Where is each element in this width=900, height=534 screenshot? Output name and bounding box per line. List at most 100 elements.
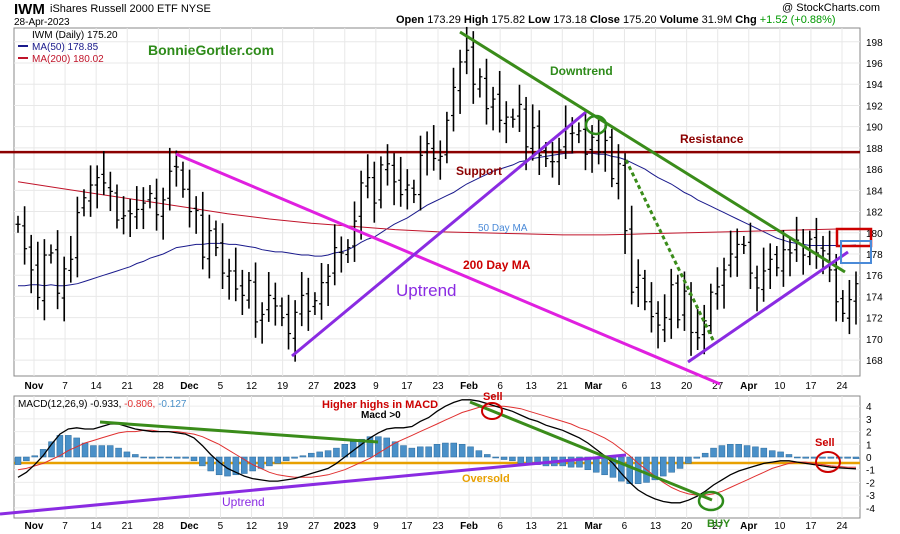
price-x-tick-label: 7 bbox=[62, 381, 68, 392]
macd-x-tick-label: 28 bbox=[153, 521, 165, 532]
uptrend-macd-annotation: Uptrend bbox=[222, 495, 265, 509]
downtrend-annotation: Downtrend bbox=[550, 64, 613, 78]
macd-histogram-bar bbox=[794, 456, 801, 459]
macd-histogram-bar bbox=[660, 456, 667, 477]
buy-annotation: BUY bbox=[707, 518, 731, 530]
price-y-tick-label: 196 bbox=[866, 59, 883, 70]
magenta-downtrend-line bbox=[175, 152, 721, 386]
macd-histogram-bar bbox=[199, 456, 206, 467]
macd-histogram-bar bbox=[768, 450, 776, 458]
macd-y-tick-label: 3 bbox=[866, 415, 872, 426]
macd-histogram-bar bbox=[215, 456, 223, 476]
macd-x-tick-label: Dec bbox=[180, 521, 199, 532]
sell-circle-1 bbox=[481, 402, 503, 420]
macd-y-tick-label: 1 bbox=[866, 440, 872, 451]
macd-histogram-bar bbox=[23, 456, 30, 462]
price-x-tick-label: 6 bbox=[622, 381, 628, 392]
macd-histogram-bar bbox=[743, 445, 751, 458]
macd-x-tick-label: 17 bbox=[401, 521, 413, 532]
price-x-tick-label: 21 bbox=[557, 381, 569, 392]
macd-histogram-bar bbox=[701, 452, 709, 458]
macd-histogram-bar bbox=[257, 456, 265, 469]
price-x-tick-label: 17 bbox=[805, 381, 817, 392]
fund-name: iShares Russell 2000 ETF NYSE bbox=[50, 3, 211, 15]
chart-header: IWM iShares Russell 2000 ETF NYSE 28-Apr… bbox=[0, 0, 900, 28]
macd-green-trendline-1 bbox=[99, 420, 379, 444]
macd-histogram-bar bbox=[601, 456, 608, 476]
macd-x-tick-label: Feb bbox=[460, 521, 478, 532]
macd-y-tick-label: -1 bbox=[866, 466, 875, 477]
sell-annotation-2: Sell bbox=[815, 437, 835, 449]
macd-histogram-bar bbox=[308, 452, 315, 458]
macd-histogram-bar bbox=[442, 442, 449, 458]
macd-histogram-bar bbox=[232, 456, 240, 476]
price-x-tick-label: 23 bbox=[432, 381, 444, 392]
macd-histogram-bar bbox=[727, 444, 734, 458]
ma50-legend: MA(50) 178.85 bbox=[32, 42, 99, 53]
macd-y-tick-label: -2 bbox=[866, 478, 875, 489]
macd-x-tick-label: 24 bbox=[836, 521, 848, 532]
macd-histogram-bar bbox=[668, 456, 675, 473]
macd-histogram-bar bbox=[433, 444, 441, 458]
macd-histogram-bar bbox=[115, 447, 122, 458]
chart-date: 28-Apr-2023 bbox=[14, 17, 70, 28]
price-y-tick-label: 182 bbox=[866, 208, 883, 219]
price-y-tick-label: 180 bbox=[866, 229, 883, 240]
macd-histogram-bar bbox=[90, 445, 97, 458]
ma200-line bbox=[17, 181, 857, 236]
macd-histogram-bar bbox=[802, 456, 809, 459]
macd-x-tick-label: 5 bbox=[218, 521, 224, 532]
price-y-tick-label: 198 bbox=[866, 38, 883, 49]
macd-x-tick-label: 27 bbox=[712, 521, 724, 532]
macd-histogram-bar bbox=[39, 449, 47, 458]
price-y-tick-label: 192 bbox=[866, 101, 883, 112]
macd-histogram-bar bbox=[31, 455, 39, 458]
macd-green-trendline-2 bbox=[469, 400, 713, 502]
price-y-tick-label: 174 bbox=[866, 292, 883, 303]
price-y-tick-label: 178 bbox=[866, 250, 883, 261]
macd-x-tick-label: 27 bbox=[308, 521, 320, 532]
price-x-tick-label: 28 bbox=[153, 381, 165, 392]
macd-y-tick-label: 0 bbox=[866, 453, 872, 464]
price-y-tick-label: 188 bbox=[866, 144, 883, 155]
site-annotation: BonnieGortler.com bbox=[148, 42, 274, 58]
macd-x-tick-label: Apr bbox=[740, 521, 757, 532]
macd-histogram-bar bbox=[157, 456, 164, 459]
price-x-tick-label: Mar bbox=[584, 381, 602, 392]
green-circle-annotation bbox=[584, 114, 608, 136]
macd-x-tick-label: Mar bbox=[584, 521, 602, 532]
macd-histogram-bar bbox=[182, 456, 189, 459]
price-y-tick-label: 176 bbox=[866, 271, 883, 282]
macd-line bbox=[17, 399, 857, 504]
macd-histogram-bar bbox=[358, 438, 365, 458]
macd-histogram-bar bbox=[693, 456, 701, 459]
price-x-tick-label: 13 bbox=[650, 381, 662, 392]
macd-x-tick-label: 19 bbox=[277, 521, 289, 532]
macd-histogram-bar bbox=[56, 435, 64, 458]
macd-histogram-bar bbox=[567, 456, 575, 468]
macd-histogram-bar bbox=[492, 456, 499, 459]
macd-histogram-bar bbox=[274, 456, 282, 464]
macd-x-tick-label: 21 bbox=[122, 521, 134, 532]
blue-box-annotation bbox=[840, 240, 872, 264]
macd-histogram-bar bbox=[576, 456, 583, 468]
price-x-tick-label: 6 bbox=[497, 381, 503, 392]
buy-circle bbox=[697, 490, 725, 512]
macd-histogram-bar bbox=[458, 444, 466, 458]
price-y-tick-label: 184 bbox=[866, 186, 883, 197]
symbol: IWM bbox=[14, 1, 45, 18]
macd-histogram-bar bbox=[685, 456, 692, 464]
macd-histogram-bar bbox=[785, 454, 793, 458]
macd-histogram-bar bbox=[425, 446, 432, 458]
macd-x-tick-label: 20 bbox=[681, 521, 693, 532]
macd-x-tick-label: 14 bbox=[91, 521, 103, 532]
price-x-tick-label: 13 bbox=[526, 381, 538, 392]
macd-x-tick-label: 13 bbox=[526, 521, 538, 532]
macd-x-tick-label: 21 bbox=[557, 521, 569, 532]
ma50-annotation: 50 Day MA bbox=[478, 223, 528, 234]
price-x-tick-label: 27 bbox=[712, 381, 724, 392]
macd-histogram-bar bbox=[349, 441, 357, 458]
macd-x-tick-label: 6 bbox=[622, 521, 628, 532]
macd-histogram-bar bbox=[844, 456, 851, 459]
